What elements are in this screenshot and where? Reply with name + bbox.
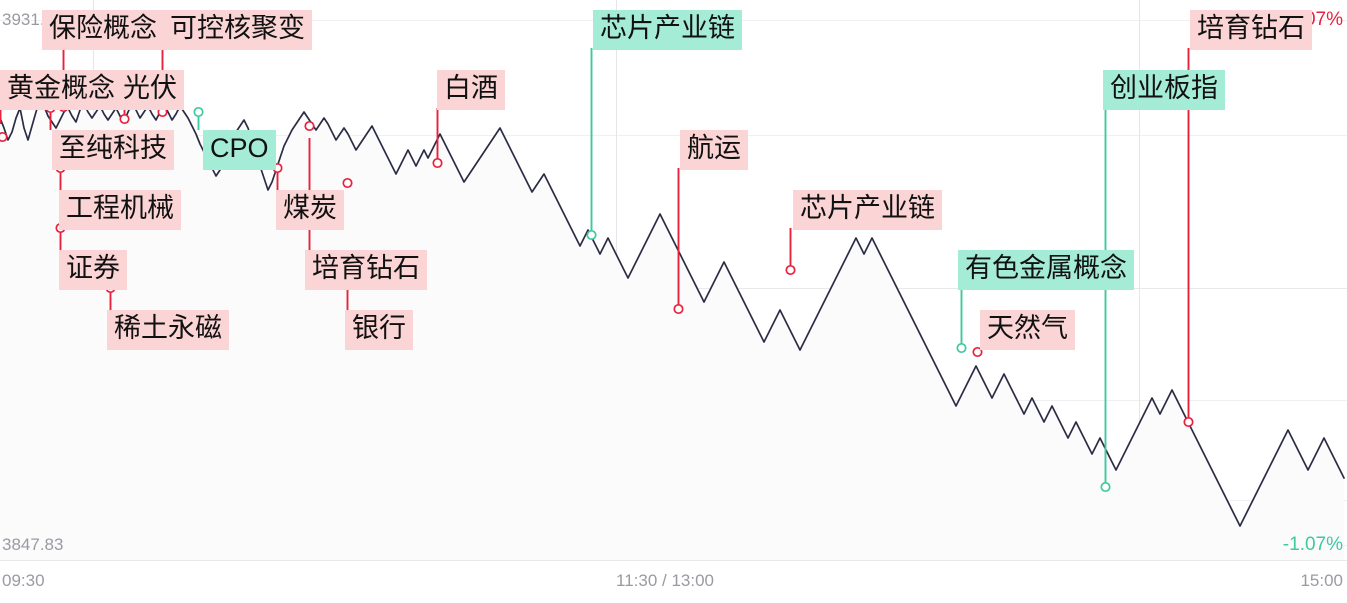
- annotation-marker-3[interactable]: [119, 113, 130, 125]
- annotation-label-18[interactable]: 创业板指: [1103, 70, 1225, 110]
- pct-bottom-value: -1.07%: [1282, 534, 1343, 555]
- annotation-label-2[interactable]: 黄金概念: [0, 70, 122, 110]
- annotation-marker-9[interactable]: [304, 120, 315, 132]
- annotation-label-17[interactable]: 天然气: [980, 310, 1075, 350]
- annotation-label-3[interactable]: 光伏: [116, 70, 184, 110]
- annotation-marker-5[interactable]: [193, 106, 204, 118]
- annotation-label-1[interactable]: 可控核聚变: [163, 10, 312, 50]
- chart-plot-area[interactable]: 3931.17 3847.83 +1.07% -1.07% 保险概念可控核聚变黄…: [0, 0, 1347, 560]
- annotation-marker-15[interactable]: [785, 264, 796, 276]
- annotation-marker-14[interactable]: [673, 303, 684, 315]
- annotation-marker-17[interactable]: [972, 346, 983, 358]
- x-tick-close: 15:00: [1300, 571, 1343, 590]
- annotation-marker-12[interactable]: [432, 157, 443, 169]
- x-axis-row: 09:30 11:30 / 13:00 15:00: [0, 560, 1347, 603]
- annotation-label-7[interactable]: 煤炭: [276, 190, 344, 230]
- annotation-label-4[interactable]: 至纯科技: [52, 130, 174, 170]
- annotation-label-6[interactable]: 工程机械: [59, 190, 181, 230]
- x-tick-open: 09:30: [2, 571, 45, 590]
- annotation-label-10[interactable]: 稀土永磁: [107, 310, 229, 350]
- annotation-marker-13[interactable]: [586, 229, 597, 241]
- annotation-label-12[interactable]: 白酒: [437, 70, 505, 110]
- annotation-marker-19[interactable]: [1183, 416, 1194, 428]
- annotation-label-5[interactable]: CPO: [203, 130, 276, 170]
- annotation-label-19[interactable]: 培育钻石: [1190, 10, 1312, 50]
- annotation-marker-11[interactable]: [342, 177, 353, 189]
- annotation-label-8[interactable]: 证券: [59, 250, 127, 290]
- annotation-marker-18[interactable]: [1100, 481, 1111, 493]
- annotation-label-15[interactable]: 芯片产业链: [793, 190, 942, 230]
- annotation-marker-16[interactable]: [956, 342, 967, 354]
- annotation-marker-2[interactable]: [0, 131, 8, 143]
- annotation-label-14[interactable]: 航运: [680, 130, 748, 170]
- annotation-label-9[interactable]: 培育钻石: [305, 250, 427, 290]
- annotation-label-11[interactable]: 银行: [345, 310, 413, 350]
- y-axis-bottom-value: 3847.83: [2, 535, 64, 554]
- annotation-label-16[interactable]: 有色金属概念: [958, 250, 1134, 290]
- x-tick-mid: 11:30 / 13:00: [616, 571, 714, 590]
- annotation-label-0[interactable]: 保险概念: [42, 10, 164, 50]
- annotation-label-13[interactable]: 芯片产业链: [593, 10, 742, 50]
